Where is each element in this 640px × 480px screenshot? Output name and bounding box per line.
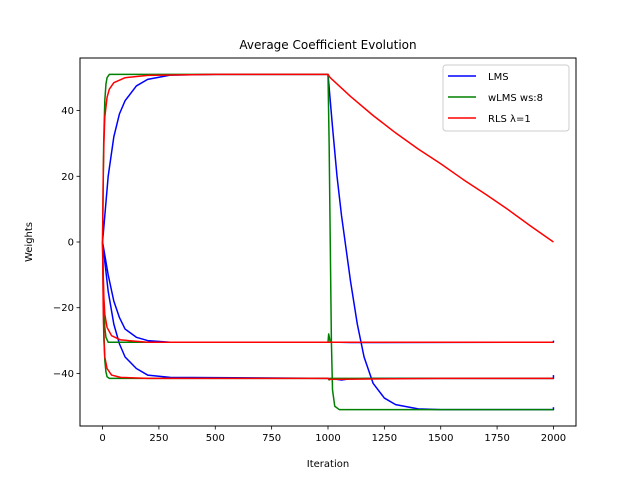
x-tick-label: 1250 bbox=[372, 433, 397, 444]
plot-lines bbox=[101, 73, 555, 411]
series-line-1-2 bbox=[101, 241, 554, 381]
x-tick-label: 750 bbox=[262, 433, 281, 444]
y-tick-label: 20 bbox=[61, 172, 74, 183]
x-axis-label: Iteration bbox=[307, 459, 349, 470]
y-tick-label: 40 bbox=[61, 106, 74, 117]
y-axis-label: Weights bbox=[24, 222, 35, 262]
series-line-0-1 bbox=[101, 241, 555, 344]
y-tick-label: −20 bbox=[53, 303, 74, 314]
y-tick-label: −40 bbox=[53, 369, 74, 380]
legend-label: LMS bbox=[488, 72, 509, 83]
series-line-1-1 bbox=[101, 241, 554, 343]
x-tick-label: 1750 bbox=[484, 433, 509, 444]
series-line-0-0 bbox=[101, 73, 555, 411]
chart-title: Average Coefficient Evolution bbox=[239, 38, 416, 52]
legend-label: RLS λ=1 bbox=[488, 114, 531, 125]
y-axis: −40 −20 0 20 40 bbox=[53, 106, 80, 380]
x-axis: 0 250 500 750 1000 1250 1500 1750 2000 bbox=[99, 426, 566, 444]
legend-box bbox=[442, 64, 570, 132]
x-tick-label: 0 bbox=[99, 433, 105, 444]
series-line-2-0 bbox=[101, 73, 554, 243]
x-tick-label: 500 bbox=[206, 433, 225, 444]
series-line-2-2 bbox=[101, 241, 554, 381]
series-line-2-1 bbox=[101, 241, 554, 343]
legend-label: wLMS ws:8 bbox=[488, 93, 543, 104]
y-tick-label: 0 bbox=[68, 238, 74, 249]
series-line-0-2 bbox=[101, 241, 555, 381]
x-tick-label: 1000 bbox=[315, 433, 340, 444]
legend: LMS wLMS ws:8 RLS λ=1 bbox=[442, 64, 570, 132]
x-tick-label: 2000 bbox=[541, 433, 566, 444]
x-tick-label: 250 bbox=[149, 433, 168, 444]
x-tick-label: 1500 bbox=[428, 433, 453, 444]
